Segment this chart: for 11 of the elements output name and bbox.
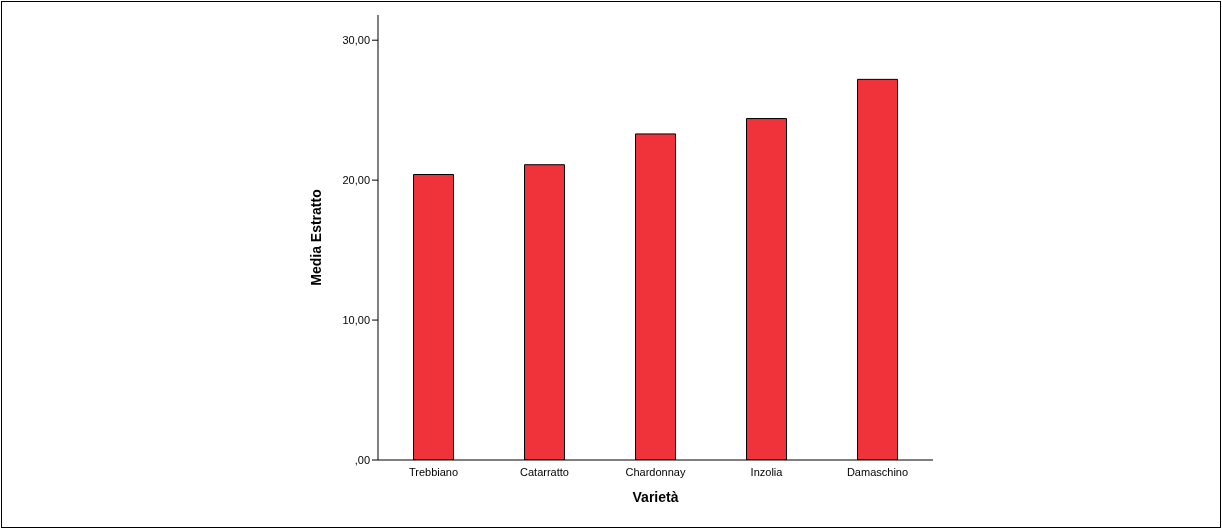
x-tick-label: Chardonnay	[625, 465, 686, 478]
x-tick-label: Trebbiano	[408, 465, 459, 478]
y-tick-label: 20,00	[342, 174, 370, 187]
y-tick-label: 30,00	[342, 34, 370, 47]
x-tick-label: Damaschino	[846, 465, 909, 478]
x-tick-label: Catarratto	[520, 465, 569, 478]
y-axis-title: Media Estratto	[307, 189, 324, 286]
y-tick-label: ,00	[354, 453, 370, 466]
x-axis-title: Varietà	[632, 489, 679, 505]
x-tick-label: Inzolia	[750, 465, 784, 478]
y-tick-label: 10,00	[342, 313, 370, 326]
